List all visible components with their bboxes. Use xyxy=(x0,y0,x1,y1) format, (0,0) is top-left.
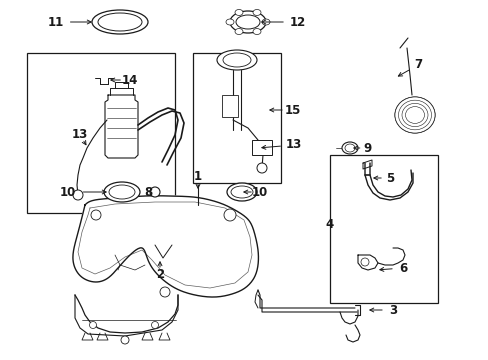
Text: 12: 12 xyxy=(289,15,305,28)
Ellipse shape xyxy=(394,97,434,133)
Ellipse shape xyxy=(262,19,269,25)
Text: 8: 8 xyxy=(143,185,152,198)
Text: 10: 10 xyxy=(60,185,76,198)
Ellipse shape xyxy=(223,53,250,67)
Text: 9: 9 xyxy=(363,141,371,154)
Circle shape xyxy=(121,336,129,344)
Ellipse shape xyxy=(345,144,354,152)
Ellipse shape xyxy=(236,15,260,29)
Ellipse shape xyxy=(401,103,427,127)
Text: 10: 10 xyxy=(251,185,267,198)
Ellipse shape xyxy=(92,10,148,34)
Text: 15: 15 xyxy=(284,104,301,117)
Ellipse shape xyxy=(217,50,257,70)
Bar xyxy=(329,155,437,303)
Circle shape xyxy=(150,187,160,197)
Ellipse shape xyxy=(252,28,261,35)
Ellipse shape xyxy=(252,9,261,15)
Ellipse shape xyxy=(235,28,243,35)
Ellipse shape xyxy=(225,19,234,25)
Circle shape xyxy=(73,190,83,200)
Bar xyxy=(27,53,175,213)
Text: 13: 13 xyxy=(72,129,88,141)
Ellipse shape xyxy=(394,97,434,133)
Ellipse shape xyxy=(398,100,430,130)
Ellipse shape xyxy=(109,185,135,199)
Circle shape xyxy=(360,258,368,266)
Text: 11: 11 xyxy=(48,15,64,28)
Bar xyxy=(222,95,238,117)
Text: 14: 14 xyxy=(122,73,138,86)
Text: 13: 13 xyxy=(285,139,302,152)
Ellipse shape xyxy=(229,11,265,33)
Text: 5: 5 xyxy=(385,171,393,184)
Text: 3: 3 xyxy=(388,303,396,316)
Text: 6: 6 xyxy=(398,261,407,274)
Circle shape xyxy=(160,287,170,297)
Ellipse shape xyxy=(341,142,357,154)
Ellipse shape xyxy=(226,183,257,201)
Ellipse shape xyxy=(235,9,243,15)
Text: 1: 1 xyxy=(194,171,202,184)
Bar xyxy=(251,140,271,155)
Circle shape xyxy=(89,321,96,328)
Circle shape xyxy=(91,210,101,220)
Circle shape xyxy=(224,209,236,221)
Circle shape xyxy=(151,321,158,328)
Ellipse shape xyxy=(98,13,142,31)
Ellipse shape xyxy=(104,182,140,202)
Polygon shape xyxy=(73,196,258,297)
Text: 7: 7 xyxy=(413,58,421,72)
Ellipse shape xyxy=(405,107,424,123)
Ellipse shape xyxy=(230,186,252,198)
Text: 4: 4 xyxy=(325,219,333,231)
Text: 2: 2 xyxy=(156,269,164,282)
Bar xyxy=(193,53,281,183)
Circle shape xyxy=(257,163,266,173)
